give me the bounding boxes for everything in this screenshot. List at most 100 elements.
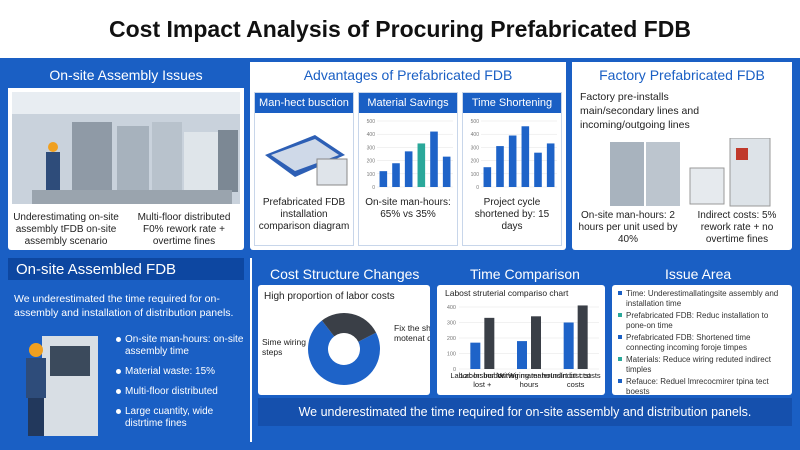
- bar: [521, 126, 530, 187]
- panel-text: We underestimated the time required for …: [14, 293, 234, 319]
- mini-chart: 0 100 200 300 400 500: [367, 119, 453, 191]
- title-bar: Cost Impact Analysis of Procuring Prefab…: [0, 0, 800, 58]
- caption: On-site man-hours: 65% vs 35%: [365, 197, 451, 220]
- bar: [379, 171, 388, 187]
- issue-text: Time: Underestimallatingsite assembly an…: [626, 289, 779, 308]
- panel-header: Advantages of Prefabricated FDB: [250, 62, 566, 88]
- y-tick-label: 500: [471, 119, 480, 125]
- y-tick-label: 400: [471, 132, 480, 138]
- factory-panel: Factory Prefabricated FDB Factory pre-in…: [572, 62, 792, 250]
- caption: Multi-floor distributed F0% rework rate …: [137, 212, 231, 247]
- card-title: Time Shortening: [463, 93, 561, 113]
- bullet-list: On-site man-hours: on-site assembly time…: [116, 334, 246, 438]
- issue-dot: [618, 357, 622, 361]
- bullet-dot: [116, 409, 121, 414]
- donut-segment: [308, 320, 380, 385]
- issue-item: Time: Underestimallatingsite assembly an…: [618, 289, 786, 308]
- bar: [442, 156, 451, 187]
- issue-text: Materials: Reduce wiring reduted indirec…: [626, 355, 771, 374]
- y-tick-label: 400: [367, 132, 376, 138]
- bar: [470, 342, 481, 369]
- bar: [546, 143, 555, 187]
- issue-dot: [618, 335, 622, 339]
- factory-image: [12, 92, 240, 204]
- x-tick-label: Indirt ctst costsIndirt ctst costs: [551, 371, 601, 389]
- caption: Prefabricated FDB installation compariso…: [258, 197, 350, 232]
- y-tick-label: 200: [367, 159, 376, 165]
- y-tick-label: 300: [447, 321, 456, 327]
- bullet-text: Material waste: 15%: [125, 366, 216, 377]
- factory-text: Factory pre-installs main/secondary line…: [580, 91, 700, 131]
- bar: [531, 316, 541, 369]
- issue-dot: [618, 291, 622, 295]
- panel-header: On-site Assembly Issues: [8, 62, 244, 88]
- y-tick-label: 0: [476, 185, 479, 191]
- bullet-item: Material waste: 15%: [116, 366, 246, 378]
- bar: [517, 341, 527, 369]
- chart-title: Labost struterial compariso chart: [445, 288, 569, 298]
- y-tick-label: 200: [471, 159, 480, 165]
- donut-label: Fix the shellmotenat de: [394, 323, 430, 343]
- mini-chart: 0 100 200 300 400 500: [471, 119, 557, 191]
- advantage-card: Time Shortening 0 100 200 300 400 500 Project c…: [462, 92, 562, 246]
- bullet-item: Multi-floor distributed: [116, 386, 246, 398]
- issue-card: Time: Underestimallatingsite assembly an…: [612, 285, 792, 396]
- title: Cost Impact Analysis of Procuring Prefab…: [109, 16, 691, 42]
- panel-shape: [271, 139, 339, 171]
- issue-text: Prefabricated FDB: Reduc installation to…: [626, 311, 769, 330]
- grouped-bar-chart: Labost struterial compariso chart 0 100 200…: [445, 288, 601, 389]
- y-tick-label: 500: [367, 119, 376, 125]
- card-subtitle: High proportion of labor costs: [264, 291, 395, 302]
- issue-item: Prefabricated FDB: Shortened time connec…: [618, 333, 786, 352]
- bar: [484, 317, 495, 369]
- bar: [496, 146, 504, 187]
- section-header: Issue Area: [665, 266, 732, 282]
- caption: Underestimating on-site assembly tFDB on…: [13, 212, 119, 247]
- advantage-card: Material Savings 0 100 200 300 400 500 On-site …: [358, 92, 458, 246]
- issue-text: Prefabricated FDB: Shortened time connec…: [626, 333, 751, 352]
- caption: On-site man-hours: 2 hours per unit used…: [578, 210, 678, 245]
- y-tick-label: 400: [447, 305, 456, 311]
- issue-text: Refauce: Reduel lmrecocmirer tpina tect …: [626, 377, 769, 396]
- panel-header: Factory Prefabricated FDB: [572, 62, 792, 88]
- bullet-item: On-site man-hours: on-site assembly time: [116, 334, 246, 358]
- issue-item: Refauce: Reduel lmrecocmirer tpina tect …: [618, 377, 786, 396]
- panel-header: On-site Assembled FDB: [16, 261, 177, 278]
- bar: [483, 167, 492, 187]
- y-tick-label: 300: [471, 145, 480, 151]
- issue-list: Time: Underestimallatingsite assembly an…: [612, 285, 792, 403]
- time-card: Labost struterial compariso chart 0 100 200…: [437, 285, 605, 395]
- cost-card: High proportion of labor costs Sime wiri…: [258, 285, 430, 395]
- bullet-text: Large cuantity, wide distrtime fines: [125, 406, 214, 429]
- issue-dot: [618, 313, 622, 317]
- bar: [577, 305, 588, 369]
- panel-image: [265, 135, 348, 186]
- y-tick-label: 100: [367, 172, 376, 178]
- panel-shape: [316, 158, 348, 186]
- caption: Indirect costs: 5% rework rate + no over…: [697, 210, 777, 245]
- donut-segment: [321, 313, 377, 342]
- footer-banner: We underestimated the time required for …: [258, 398, 792, 426]
- bullet-dot: [116, 389, 121, 394]
- bullet-dot: [116, 369, 121, 374]
- assembled-panel: On-site Assembled FDB We underestimated …: [8, 258, 252, 442]
- cabinet-image: [610, 138, 771, 207]
- issue-item: Prefabricated FDB: Reduc installation to…: [618, 311, 786, 330]
- y-tick-label: 0: [372, 185, 375, 191]
- issue-item: Materials: Reduce wiring reduted indirec…: [618, 355, 786, 374]
- bar: [417, 143, 426, 187]
- header-band: [8, 258, 244, 280]
- bar: [508, 135, 517, 187]
- section-header: Time Comparison: [470, 266, 580, 282]
- section-header: Cost Structure Changes: [270, 266, 420, 282]
- bullet-text: Multi-floor distributed: [125, 386, 218, 397]
- y-tick-label: 0: [453, 367, 456, 373]
- card-title: Man-hect busction: [255, 93, 353, 113]
- bar: [534, 152, 542, 187]
- bar: [563, 322, 574, 369]
- bullet-dot: [116, 337, 121, 342]
- advantage-card: Man-hect busction Prefabricated FDB insta…: [254, 92, 354, 246]
- bar: [430, 131, 438, 187]
- issue-dot: [618, 379, 622, 383]
